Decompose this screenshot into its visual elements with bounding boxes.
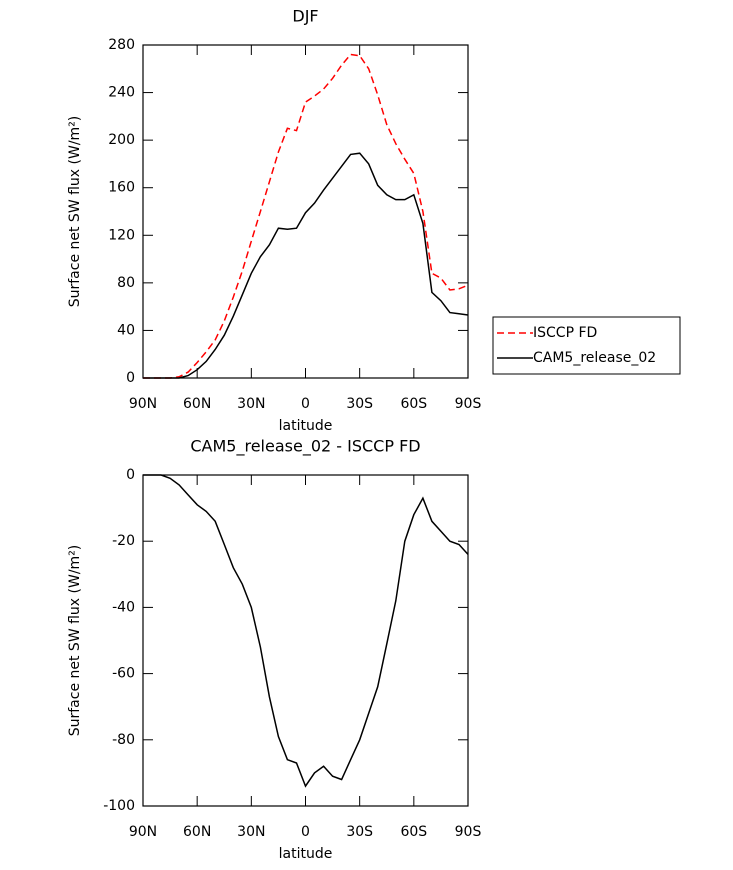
y-tick-label: -20 xyxy=(112,533,135,549)
plot-frame xyxy=(142,44,469,379)
y-axis-label: Surface net SW flux (W/m²) xyxy=(67,545,83,737)
x-tick-label: 90N xyxy=(129,396,157,412)
y-tick-label: 120 xyxy=(108,227,135,243)
x-tick-label: 30S xyxy=(346,824,373,840)
x-axis-label: latitude xyxy=(279,418,333,434)
x-tick-label: 90S xyxy=(455,824,482,840)
y-tick-label: 280 xyxy=(108,37,135,53)
x-tick-label: 30N xyxy=(237,824,265,840)
x-tick-label: 90N xyxy=(129,824,157,840)
y-tick-label: -80 xyxy=(112,732,135,748)
y-axis-label: Surface net SW flux (W/m²) xyxy=(67,116,83,308)
x-tick-label: 90S xyxy=(455,396,482,412)
y-tick-label: 240 xyxy=(108,85,135,101)
legend-box xyxy=(492,316,681,375)
y-tick-label: 80 xyxy=(117,275,135,291)
series-line xyxy=(143,152,469,379)
y-tick-label: 160 xyxy=(108,180,135,196)
x-tick-label: 60S xyxy=(400,396,427,412)
x-tick-label: 0 xyxy=(301,396,310,412)
x-tick-label: 60S xyxy=(400,824,427,840)
series-line xyxy=(143,474,469,788)
legend-label: ISCCP FD xyxy=(533,325,597,341)
y-tick-label: -60 xyxy=(112,666,135,682)
x-tick-label: 30N xyxy=(237,396,265,412)
plot-frame xyxy=(142,474,469,807)
x-tick-label: 60N xyxy=(183,824,211,840)
x-tick-label: 0 xyxy=(301,824,310,840)
legend-label: CAM5_release_02 xyxy=(533,350,656,366)
y-tick-label: 200 xyxy=(108,132,135,148)
x-axis-label: latitude xyxy=(279,846,333,862)
y-tick-label: 40 xyxy=(117,322,135,338)
chart-title: CAM5_release_02 - ISCCP FD xyxy=(190,437,420,457)
chart-title: DJF xyxy=(292,7,318,26)
series-line xyxy=(143,53,469,379)
y-tick-label: -40 xyxy=(112,599,135,615)
y-tick-label: -100 xyxy=(103,798,135,814)
y-tick-label: 0 xyxy=(126,467,135,483)
x-tick-label: 60N xyxy=(183,396,211,412)
y-tick-label: 0 xyxy=(126,370,135,386)
x-tick-label: 30S xyxy=(346,396,373,412)
